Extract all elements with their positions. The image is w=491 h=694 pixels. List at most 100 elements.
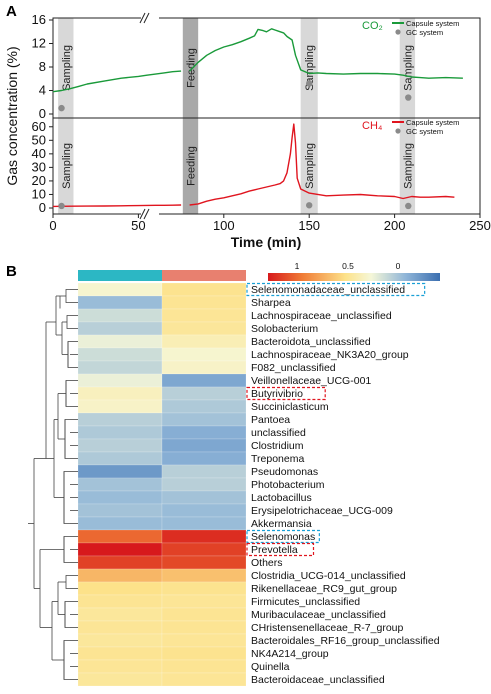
ch4-plot-frame [52, 117, 481, 215]
highlight-box [246, 542, 315, 557]
taxon-label: Butyrivibrio [251, 388, 303, 400]
sampling-band-2-ch4 [300, 118, 318, 214]
dendrogram-branch [66, 315, 70, 329]
heatmap-cell [161, 529, 247, 544]
heatmap-cell [77, 568, 163, 583]
highlight-box [246, 529, 320, 544]
heatmap-cell [77, 659, 163, 674]
heatmap-cell [77, 516, 163, 531]
heatmap-cell [77, 386, 163, 401]
sampling-label: Sampling [304, 45, 316, 91]
ch4-legend-capsule: Capsule system [406, 118, 459, 127]
x-tick-label: 250 [469, 218, 491, 233]
co2-legend-dot-swatch [395, 29, 401, 35]
column-bar-2 [162, 270, 246, 281]
dendrogram-branch [63, 471, 70, 524]
taxon-label: Lactobacillus [251, 492, 312, 504]
heatmap-cell [77, 529, 163, 544]
heatmap-cell [77, 321, 163, 336]
plot-series [52, 28, 463, 210]
taxon-label: Rikenellaceae_RC9_gut_group [251, 583, 397, 595]
axis-break-gap-top [141, 14, 159, 22]
x-tick-label: 50 [131, 218, 145, 233]
taxon-label: CHristensenellaceae_R-7_group [251, 622, 403, 634]
sampling-label: Sampling [402, 45, 414, 91]
heatmap-cell [161, 490, 247, 505]
heatmap-cell [161, 451, 247, 466]
heatmap-cell [161, 568, 247, 583]
heatmap-cell [161, 425, 247, 440]
highlight-boxes [246, 282, 426, 557]
taxon-label: Solobacterium [251, 323, 318, 335]
heatmap-cell [77, 594, 163, 609]
ch4-legend-gc: GC system [406, 127, 443, 136]
taxon-label: Akkermansia [251, 518, 312, 530]
co2-gc-point [58, 104, 65, 112]
co2-capsule-line-segment-1 [189, 28, 463, 79]
heatmap-cell [77, 295, 163, 310]
dendrogram-branch [65, 289, 70, 303]
taxon-label: Quinella [251, 661, 290, 673]
x-tick-label: 0 [49, 218, 56, 233]
colorbar-tick-0: 0 [396, 261, 401, 271]
row-dendrogram [28, 289, 78, 680]
taxon-label: Erysipelotrichaceae_UCG-009 [251, 505, 393, 517]
ch4-legend-dot-swatch [395, 128, 401, 134]
sampling-label: Sampling [61, 143, 73, 189]
ch4-capsule-line-segment-1 [189, 123, 455, 206]
taxon-label: Clostridium [251, 440, 304, 452]
colorbar-tick-0.5: 0.5 [342, 261, 354, 271]
heatmap-cell [161, 516, 247, 531]
heatmap-cell [161, 620, 247, 635]
heatmap-cell [77, 373, 163, 388]
taxon-label: Succiniclasticum [251, 401, 329, 413]
heatmap-cell [77, 542, 163, 557]
heatmap-cell [161, 542, 247, 557]
heatmap-cell [161, 477, 247, 492]
ch4-gc-point [58, 202, 65, 210]
ch4-y-tick-label: 0 [39, 200, 46, 215]
heatmap-cell [161, 412, 247, 427]
sampling-label: Sampling [402, 143, 414, 189]
taxon-label: Photobacterium [251, 479, 325, 491]
y-axis-title: Gas concentration (%) [4, 46, 20, 185]
heatmap-cell [77, 308, 163, 323]
taxon-label: Pantoea [251, 414, 290, 426]
heatmap-cell [161, 373, 247, 388]
heatmap-cell [77, 490, 163, 505]
panel-b-letter: B [6, 263, 17, 280]
heatmap-cell [77, 581, 163, 596]
taxon-label: Sharpea [251, 297, 291, 309]
sampling-label: Sampling [61, 45, 73, 91]
heatmap-cell [77, 503, 163, 518]
heatmap-cell [161, 282, 247, 297]
axis-break-gap-bottom [141, 210, 159, 218]
taxon-label: Veillonellaceae_UCG-001 [251, 375, 371, 387]
co2-legend-gc: GC system [406, 28, 443, 37]
heatmap-cell [77, 633, 163, 648]
taxon-label: Treponema [251, 453, 304, 465]
heatmap-cell [77, 477, 163, 492]
sampling-band-2-co2 [300, 18, 318, 118]
co2-gc-point [306, 80, 313, 87]
taxon-label: Lachnospiraceae_unclassified [251, 310, 392, 322]
heatmap-cell [161, 334, 247, 349]
panel-a-chart: Sampling Sampling Feeding Feeding Sampling Sa… [4, 12, 491, 250]
taxon-label: Lachnospiraceae_NK3A20_group [251, 349, 409, 361]
dendrogram-branch [64, 419, 70, 459]
heatmap-cell [161, 659, 247, 674]
dendrogram-branch [65, 380, 70, 407]
heatmap-cell [161, 308, 247, 323]
x-tick-label: 100 [213, 218, 235, 233]
heatmap-cell [77, 607, 163, 622]
heatmap-cell [161, 503, 247, 518]
co2-y-tick-label: 0 [39, 106, 46, 121]
feeding-label: Feeding [185, 48, 197, 88]
heatmap-cell [77, 555, 163, 570]
ch4-y-tick-label: 40 [32, 146, 46, 161]
heatmap-cell [77, 672, 163, 687]
heatmap-cell [77, 412, 163, 427]
taxon-label: Firmicutes_unclassified [251, 596, 360, 608]
color-bar [268, 273, 440, 281]
